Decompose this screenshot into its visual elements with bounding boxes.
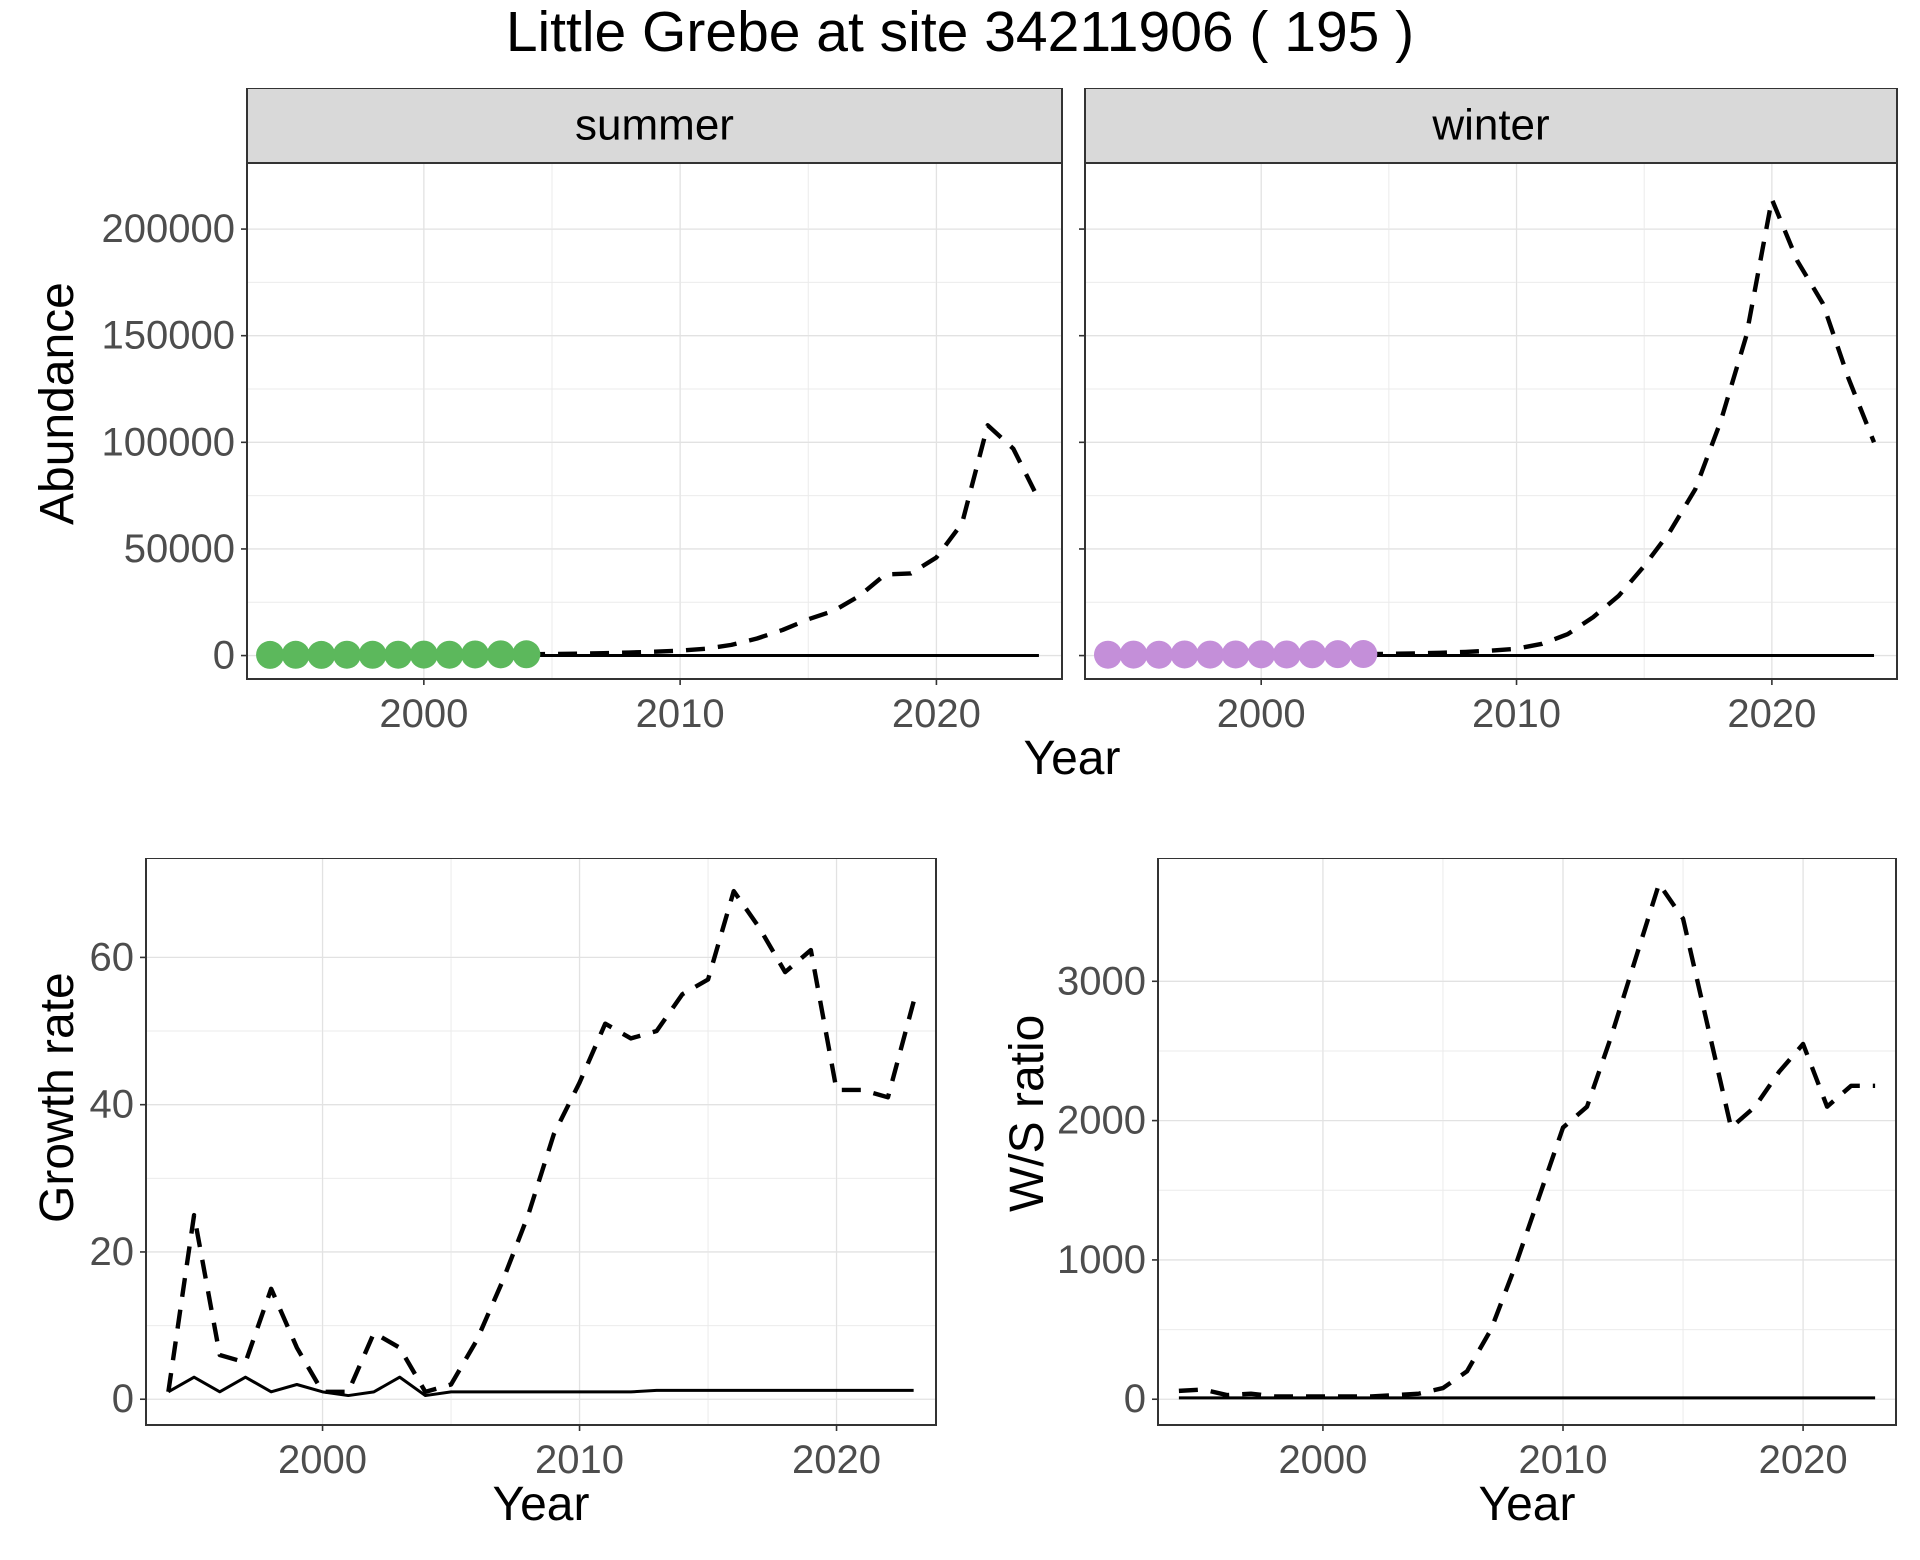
svg-text:2020: 2020 [892,692,981,736]
svg-text:60: 60 [90,935,135,979]
svg-text:20: 20 [90,1230,135,1274]
svg-text:3000: 3000 [1057,959,1146,1003]
svg-text:2000: 2000 [1057,1099,1146,1143]
svg-text:0: 0 [112,1377,134,1421]
svg-text:2010: 2010 [636,692,725,736]
svg-text:0: 0 [213,634,235,678]
svg-text:2020: 2020 [1727,692,1816,736]
svg-text:2000: 2000 [1278,1438,1367,1482]
svg-text:2010: 2010 [1519,1438,1608,1482]
svg-text:winter: winter [1431,101,1549,150]
svg-text:2000: 2000 [1217,692,1306,736]
svg-text:2020: 2020 [1759,1438,1848,1482]
svg-text:1000: 1000 [1057,1238,1146,1282]
svg-text:2020: 2020 [792,1438,881,1482]
svg-text:200000: 200000 [102,207,235,251]
svg-text:2000: 2000 [379,692,468,736]
svg-text:summer: summer [575,101,734,150]
svg-text:2010: 2010 [1472,692,1561,736]
svg-text:2010: 2010 [535,1438,624,1482]
svg-text:2000: 2000 [278,1438,367,1482]
svg-text:0: 0 [1124,1377,1146,1421]
svg-text:100000: 100000 [102,420,235,464]
svg-text:150000: 150000 [102,314,235,358]
svg-text:40: 40 [90,1083,135,1127]
svg-text:50000: 50000 [124,527,235,571]
